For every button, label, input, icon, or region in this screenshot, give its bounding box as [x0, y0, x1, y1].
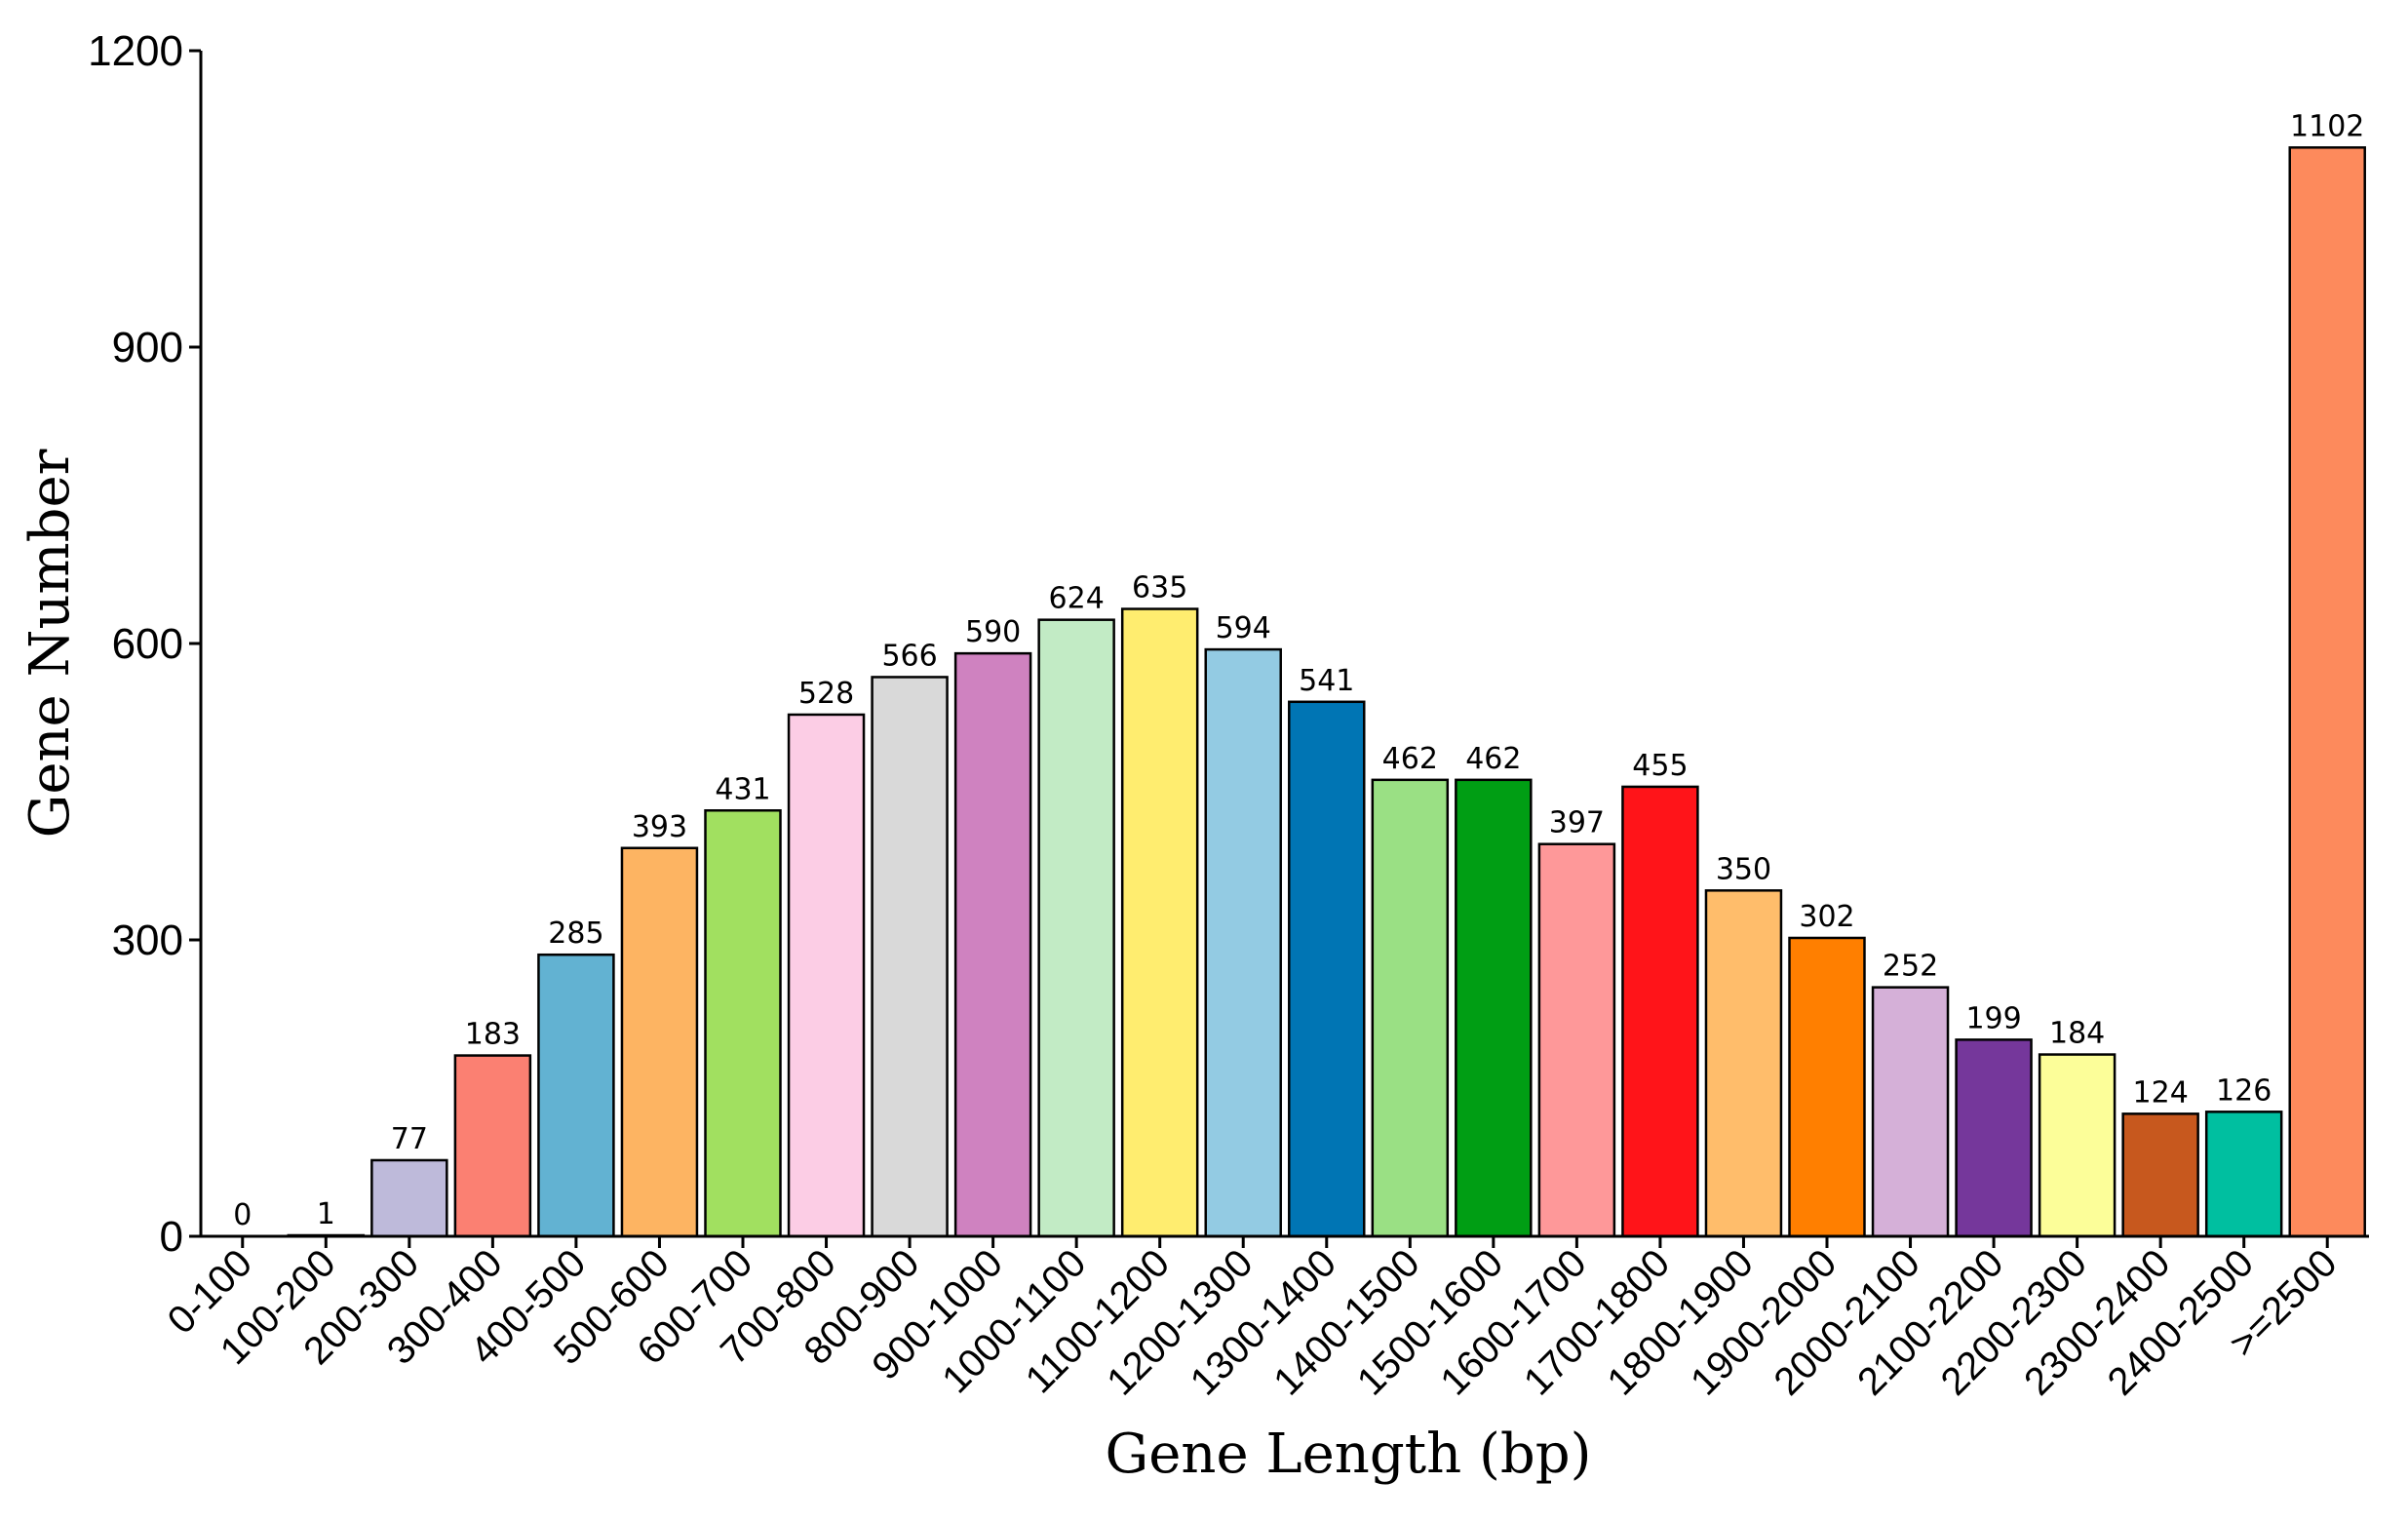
- bar-1000-1100: [1037, 618, 1115, 1238]
- bar-1800-1900: [1704, 889, 1783, 1238]
- data-label-1900-2000: 302: [1799, 900, 1854, 934]
- data-label-1700-1800: 455: [1632, 749, 1688, 783]
- data-label-2500: 1102: [2290, 109, 2364, 143]
- data-label-700-800: 528: [798, 677, 854, 711]
- bar-400-500: [537, 953, 615, 1238]
- y-tick-label: 1200: [88, 27, 183, 75]
- bars-group: [287, 146, 2366, 1238]
- data-label-1300-1400: 541: [1299, 664, 1354, 698]
- bar-1100-1200: [1120, 607, 1199, 1238]
- data-label-1800-1900: 350: [1716, 852, 1771, 886]
- data-label-2100-2200: 199: [1965, 1001, 2021, 1035]
- data-label-2200-2300: 184: [2049, 1017, 2105, 1051]
- bar-600-700: [704, 809, 782, 1238]
- y-axis: 0 300 600 900 1200: [88, 27, 203, 1261]
- y-tick-label: 600: [112, 620, 183, 668]
- data-label-800-900: 566: [881, 639, 937, 673]
- bar-500-600: [620, 846, 699, 1238]
- bar-1900-2000: [1788, 936, 1866, 1238]
- bar-1600-1700: [1537, 842, 1616, 1238]
- bar-200-300: [370, 1158, 448, 1238]
- y-axis-title: Gene Number: [19, 448, 82, 838]
- y-tick-label: 900: [112, 324, 183, 371]
- bar-1300-1400: [1288, 700, 1366, 1238]
- data-label-1500-1600: 462: [1465, 742, 1521, 776]
- bar-300-400: [453, 1054, 532, 1238]
- data-label-0-100: 0: [233, 1198, 252, 1232]
- data-label-1600-1700: 397: [1549, 806, 1605, 840]
- bar-2400-2500: [2204, 1111, 2283, 1238]
- data-label-2000-2100: 252: [1883, 950, 1938, 984]
- data-label-900-1000: 590: [965, 615, 1021, 649]
- data-label-200-300: 77: [391, 1122, 428, 1156]
- y-tick-label: 0: [160, 1213, 183, 1261]
- bar-1700-1800: [1621, 785, 1699, 1238]
- y-tick-label: 300: [112, 916, 183, 964]
- data-label-1000-1100: 624: [1049, 582, 1105, 616]
- x-axis-title: Gene Length (bp): [1106, 1423, 1592, 1486]
- data-label-600-700: 431: [715, 772, 770, 806]
- bar-1400-1500: [1371, 778, 1450, 1238]
- data-label-100-200: 1: [317, 1197, 335, 1231]
- bar-800-900: [871, 676, 949, 1238]
- bar-1200-1300: [1204, 647, 1282, 1238]
- data-label-1200-1300: 594: [1216, 611, 1271, 645]
- bar-2500: [2288, 146, 2366, 1238]
- bar-700-800: [787, 713, 866, 1238]
- bar-2200-2300: [2038, 1053, 2117, 1238]
- bar-2100-2200: [1955, 1038, 2033, 1238]
- data-label-2300-2400: 124: [2133, 1075, 2189, 1110]
- data-label-500-600: 393: [632, 810, 687, 844]
- bar-2300-2400: [2121, 1112, 2199, 1238]
- data-label-1100-1200: 635: [1132, 571, 1187, 605]
- data-label-2400-2500: 126: [2216, 1073, 2272, 1108]
- data-labels-group: 0 1 77 183 285 393 431 528 566 590 624 635 594 541 462…: [233, 109, 2364, 1232]
- data-label-1400-1500: 462: [1382, 742, 1438, 776]
- bar-900-1000: [953, 651, 1032, 1238]
- bar-1500-1600: [1455, 778, 1533, 1238]
- data-label-300-400: 183: [465, 1018, 521, 1052]
- bar-2000-2100: [1871, 986, 1950, 1238]
- x-axis: 0-100100-200200-300300-400400-500500-600…: [160, 1234, 2369, 1404]
- data-label-400-500: 285: [548, 916, 603, 951]
